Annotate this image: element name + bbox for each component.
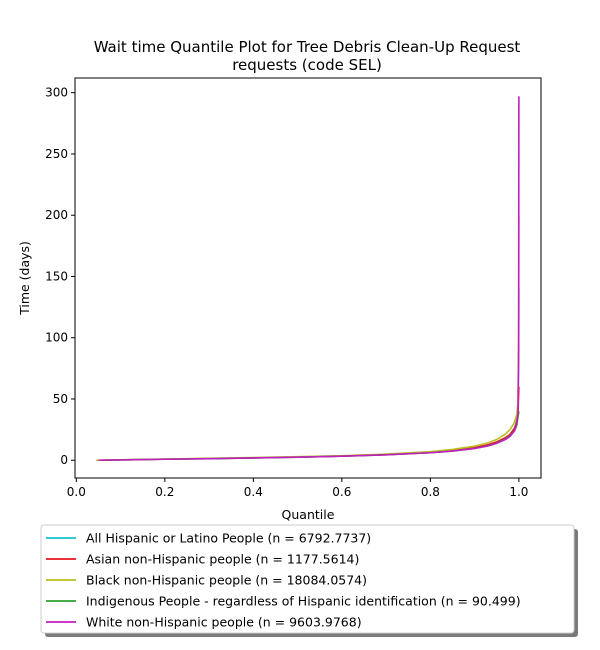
y-tick-label: 150 [45, 269, 68, 283]
x-axis-ticks: 0.0 0.2 0.4 0.6 0.8 1.0 [67, 478, 528, 499]
x-tick-label: 0.4 [244, 485, 263, 499]
y-tick-label: 200 [45, 208, 68, 222]
legend-label: All Hispanic or Latino People (n = 6792.… [86, 531, 371, 546]
legend-label: Asian non-Hispanic people (n = 1177.5614… [86, 552, 359, 567]
plot-frame [74, 77, 542, 479]
x-tick-label: 0.8 [421, 485, 440, 499]
legend-box [40, 524, 575, 634]
chart-title: Wait time Quantile Plot for Tree Debris … [94, 38, 521, 56]
series-layer [96, 96, 520, 462]
x-tick-label: 1.0 [509, 485, 528, 499]
x-tick-label: 0.2 [155, 485, 174, 499]
legend-label: White non-Hispanic people (n = 9603.9768… [86, 615, 362, 630]
y-tick-label: 250 [45, 147, 68, 161]
x-tick-label: 0.6 [332, 485, 351, 499]
legend-label: Black non-Hispanic people (n = 18084.057… [86, 573, 367, 588]
chart-subtitle: requests (code SEL) [232, 56, 382, 74]
y-tick-label: 50 [53, 392, 68, 406]
legend-label: Indigenous People - regardless of Hispan… [86, 594, 521, 609]
y-axis-label: Time (days) [17, 241, 32, 316]
x-axis-label: Quantile [282, 507, 335, 522]
y-tick-label: 300 [45, 86, 68, 100]
legend: All Hispanic or Latino People (n = 6792.… [40, 524, 578, 637]
y-axis-ticks: 0 50 100 150 200 250 300 [45, 86, 75, 467]
series-line-5 [98, 96, 520, 462]
legend-items: All Hispanic or Latino People (n = 6792.… [46, 531, 521, 630]
y-tick-label: 0 [60, 453, 68, 467]
x-tick-label: 0.0 [67, 485, 86, 499]
y-tick-label: 100 [45, 331, 68, 345]
